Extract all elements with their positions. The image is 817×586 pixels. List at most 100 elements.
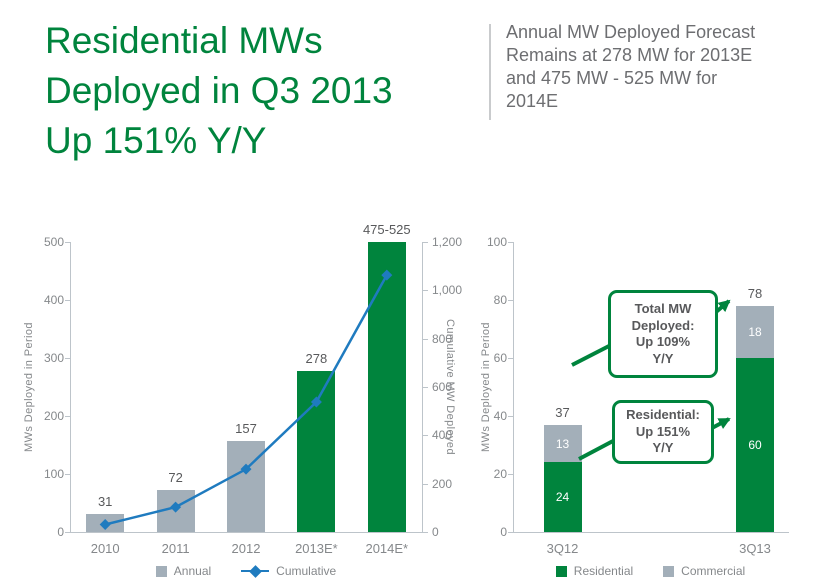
- callout-arrow-residential: [711, 417, 731, 430]
- legend-label-residential: Residential: [573, 564, 634, 578]
- residential-swatch: [555, 565, 567, 577]
- legend-item-cumulative: Cumulative: [241, 564, 336, 578]
- title-line-2: Deployed in Q3 2013: [45, 70, 393, 111]
- callout-text: Residential:: [626, 407, 700, 423]
- title-line-3: Up 151% Y/Y: [45, 120, 267, 161]
- quarterly-stacked-chart: MWs Deployed in Period 100 80 60 40 20 0 37 24 1…: [468, 228, 817, 586]
- annual-bar-2013E*: [297, 370, 336, 532]
- legend-label-commercial: Commercial: [681, 564, 746, 578]
- cumulative-legend-marker: [241, 564, 270, 578]
- forecast-line-4: 2014E: [506, 91, 559, 111]
- y-axis-line: [513, 242, 514, 532]
- callout-line-total: [571, 344, 610, 367]
- callout-text: Up 151%: [635, 423, 691, 439]
- bar-value-label: 475-525: [362, 222, 411, 237]
- annual-swatch: [155, 565, 167, 577]
- callout-text: Total MW: [634, 301, 692, 316]
- y-tick-mark: [65, 474, 70, 475]
- y-tick-mark: [508, 474, 513, 475]
- secondary-y-tick-mark: [423, 483, 428, 485]
- callout-text: Y/Y: [652, 440, 674, 456]
- annual-bar-2011: [156, 490, 195, 532]
- secondary-y-axis-line: [422, 242, 423, 532]
- forecast-line-2: Remains at 278 MW for 2013E: [506, 45, 753, 65]
- y-tick-label: 60: [493, 351, 507, 365]
- left-axis-title: MWs Deployed in Period: [23, 322, 35, 452]
- callout-line-residential: [578, 439, 614, 461]
- chart-legend: Annual Cumulative: [70, 564, 422, 578]
- bar-value-label: 278: [305, 350, 328, 366]
- total-mw-callout: Total MW Deployed: Up 109% Y/Y: [608, 290, 718, 378]
- secondary-y-tick-mark: [423, 242, 428, 243]
- secondary-y-tick-label: 1,000: [432, 283, 463, 298]
- legend-label-cumulative: Cumulative: [276, 564, 337, 578]
- secondary-y-tick-label: 600: [432, 380, 453, 394]
- total-value-label: 78: [747, 285, 763, 301]
- residential-segment-3Q12: [543, 462, 582, 532]
- secondary-y-tick-mark: [423, 338, 428, 340]
- y-tick-mark: [65, 532, 70, 533]
- slide-title: Residential MWs Deployed in Q3 2013 Up 1…: [45, 16, 393, 166]
- residential-callout: Residential: Up 151% Y/Y: [612, 400, 714, 464]
- callout-text: Deployed:: [631, 317, 695, 333]
- chart-legend: Residential Commercial: [513, 564, 788, 578]
- y-tick-label: 500: [43, 235, 64, 249]
- callout-text: Y/Y: [652, 350, 674, 366]
- y-tick-mark: [65, 300, 70, 301]
- y-tick-label: 0: [57, 525, 64, 539]
- bar-value-label: 157: [235, 420, 257, 436]
- secondary-y-tick-label: 0: [432, 525, 439, 539]
- y-tick-mark: [508, 242, 513, 243]
- y-tick-label: 100: [486, 235, 507, 249]
- x-axis-label: 2010: [90, 541, 120, 556]
- forecast-line-1: Annual MW Deployed Forecast: [506, 22, 756, 42]
- y-tick-label: 100: [43, 467, 64, 481]
- y-tick-mark: [65, 358, 70, 359]
- annual-bar-2010: [86, 514, 125, 532]
- y-tick-mark: [508, 358, 513, 359]
- y-tick-label: 40: [493, 409, 507, 423]
- secondary-y-tick-mark: [423, 387, 428, 388]
- y-tick-mark: [508, 532, 513, 533]
- secondary-y-tick-label: 1,200: [432, 235, 463, 249]
- callout-text: Up 109%: [635, 334, 691, 349]
- x-axis-label: 3Q13: [739, 541, 771, 556]
- commercial-segment-3Q12: [543, 424, 582, 463]
- secondary-y-tick-label: 400: [432, 428, 453, 443]
- legend-item-commercial: Commercial: [663, 564, 745, 578]
- left-axis-title: MWs Deployed in Period: [480, 322, 492, 452]
- y-tick-mark: [508, 300, 513, 301]
- title-line-1: Residential MWs: [45, 20, 323, 61]
- y-tick-label: 0: [500, 525, 507, 539]
- commercial-segment-3Q13: [736, 305, 774, 358]
- legend-item-annual: Annual: [155, 564, 211, 578]
- forecast-note: Annual MW Deployed Forecast Remains at 2…: [506, 21, 755, 113]
- residential-segment-3Q13: [736, 358, 774, 532]
- legend-item-residential: Residential: [555, 564, 634, 578]
- total-value-label: 37: [555, 404, 570, 420]
- y-tick-label: 80: [493, 293, 507, 307]
- x-axis-line: [513, 532, 789, 533]
- secondary-y-tick-mark: [423, 435, 428, 437]
- y-tick-mark: [508, 416, 513, 417]
- y-tick-label: 20: [493, 467, 507, 481]
- bar-value-label: 31: [97, 494, 113, 510]
- x-axis-label: 2013E*: [295, 541, 338, 556]
- commercial-swatch: [663, 565, 675, 577]
- y-tick-label: 200: [43, 409, 64, 423]
- residential-value-label: 24: [555, 490, 570, 505]
- y-tick-label: 400: [43, 293, 64, 307]
- y-tick-mark: [65, 242, 70, 243]
- secondary-y-tick-mark: [423, 290, 428, 292]
- commercial-value-label: 13: [555, 436, 570, 451]
- annual-bar-2012: [227, 440, 265, 532]
- annual-bar-2014E*: [367, 242, 406, 532]
- y-tick-mark: [65, 416, 70, 417]
- residential-value-label: 60: [748, 438, 762, 452]
- x-axis-label: 2012: [231, 541, 261, 556]
- annual-cumulative-chart: MWs Deployed in Period Cumulative MW Dep…: [20, 222, 478, 586]
- bar-value-label: 72: [168, 470, 183, 486]
- x-axis-line: [70, 532, 423, 533]
- commercial-value-label: 18: [748, 324, 762, 339]
